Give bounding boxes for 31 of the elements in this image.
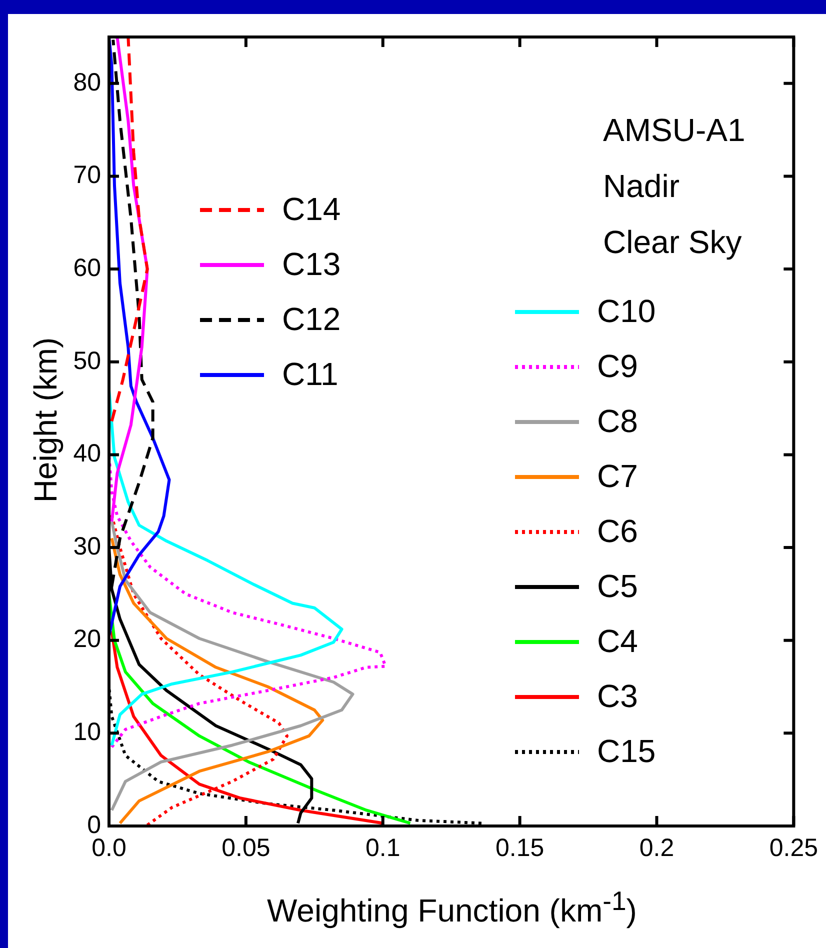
annotation: Nadir (603, 167, 680, 206)
legend-label: C14 (282, 191, 341, 228)
y-tick-label: 60 (73, 254, 101, 282)
x-tick-label: 0.05 (222, 834, 270, 862)
annotation: Clear Sky (603, 223, 743, 262)
y-tick-label: 30 (73, 532, 101, 560)
legend-label: C15 (597, 733, 656, 770)
legend-label: C6 (597, 513, 638, 550)
x-tick-label: 0.25 (769, 834, 818, 862)
y-tick-label: 70 (73, 161, 101, 190)
legend-label: C7 (597, 458, 638, 495)
legend-label: C10 (597, 293, 656, 330)
y-tick-label: 80 (73, 68, 101, 96)
legend-label: C13 (282, 246, 341, 283)
x-axis-title: Weighting Function (km$^{-1}$) (266, 886, 638, 930)
annotation: AMSU-A1 (603, 111, 746, 150)
y-axis-title: Height (km) (28, 337, 64, 503)
y-tick-label: 20 (73, 625, 101, 654)
legend-label: C4 (597, 623, 638, 660)
y-tick-label: 40 (73, 440, 101, 468)
legend-label: C11 (282, 356, 338, 393)
legend-label: C5 (597, 568, 638, 605)
x-tick-label: 0.2 (639, 834, 674, 862)
legend-label: C9 (597, 348, 638, 385)
legend-label: C12 (282, 301, 341, 338)
x-tick-label: 0.1 (365, 834, 400, 862)
legend-label: C8 (597, 403, 638, 440)
x-tick-label: 0.15 (495, 834, 544, 862)
legend-label: C3 (597, 678, 638, 715)
y-tick-label: 10 (73, 718, 101, 746)
y-tick-label: 50 (73, 346, 101, 375)
